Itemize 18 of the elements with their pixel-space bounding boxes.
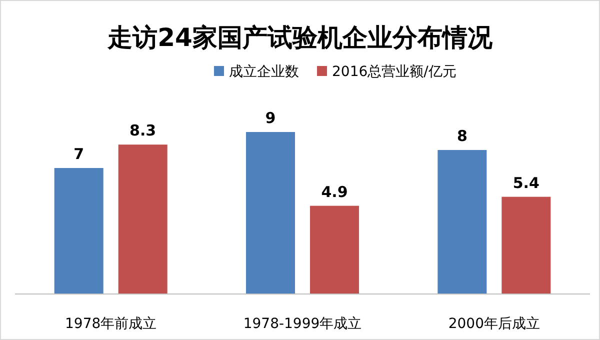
x-tick-label: 2000年后成立 xyxy=(448,316,540,332)
bar xyxy=(246,132,295,294)
data-label: 5.4 xyxy=(512,174,540,192)
x-tick-label: 1978年前成立 xyxy=(65,316,157,332)
chart-title: 走访24家国产试验机企业分布情况 xyxy=(106,23,494,52)
legend-label: 2016总营业额/亿元 xyxy=(332,64,456,80)
legend-label: 成立企业数 xyxy=(229,64,299,80)
x-tick-label: 1978-1999年成立 xyxy=(243,316,362,332)
bar xyxy=(310,206,359,294)
bar xyxy=(502,196,551,294)
data-label: 4.9 xyxy=(321,182,348,201)
bar xyxy=(438,150,487,294)
bar xyxy=(54,168,104,294)
data-label: 8 xyxy=(456,127,468,145)
data-label: 9 xyxy=(265,109,276,127)
bar xyxy=(118,144,168,294)
data-label: 7 xyxy=(74,145,84,163)
data-label: 8.3 xyxy=(130,122,156,140)
